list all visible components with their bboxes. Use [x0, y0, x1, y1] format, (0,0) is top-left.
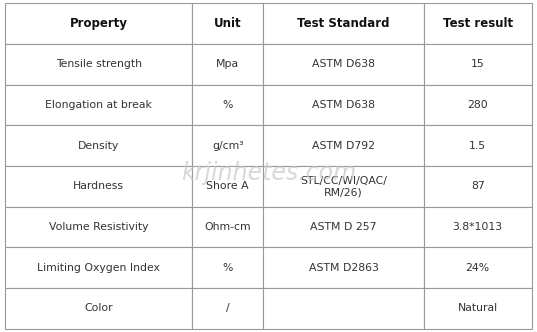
- Bar: [263, 3, 424, 44]
- Text: 24%: 24%: [466, 263, 490, 273]
- Bar: [424, 3, 532, 44]
- Bar: [192, 247, 263, 288]
- Text: Color: Color: [84, 303, 113, 313]
- Text: ASTM D638: ASTM D638: [312, 100, 375, 110]
- Text: krjinhetes.com: krjinhetes.com: [181, 161, 356, 185]
- Bar: [5, 85, 192, 125]
- Bar: [5, 44, 192, 85]
- Text: 15: 15: [471, 59, 484, 69]
- Bar: [5, 247, 192, 288]
- Text: ASTM D 257: ASTM D 257: [310, 222, 377, 232]
- Bar: [263, 125, 424, 166]
- Bar: [5, 3, 192, 44]
- Bar: [5, 166, 192, 207]
- Text: 280: 280: [467, 100, 488, 110]
- Bar: [263, 288, 424, 329]
- Bar: [263, 166, 424, 207]
- Text: Test Standard: Test Standard: [297, 17, 390, 30]
- Text: g/cm³: g/cm³: [212, 141, 243, 151]
- Text: %: %: [222, 100, 233, 110]
- Text: Shore A: Shore A: [206, 181, 249, 191]
- Bar: [5, 288, 192, 329]
- Text: STL/CC/WI/QAC/
RM/26): STL/CC/WI/QAC/ RM/26): [300, 176, 387, 197]
- Text: Natural: Natural: [458, 303, 498, 313]
- Text: /: /: [226, 303, 229, 313]
- Text: Unit: Unit: [214, 17, 242, 30]
- Bar: [424, 85, 532, 125]
- Bar: [424, 207, 532, 247]
- Text: ASTM D792: ASTM D792: [312, 141, 375, 151]
- Text: 87: 87: [471, 181, 484, 191]
- Bar: [192, 288, 263, 329]
- Bar: [5, 125, 192, 166]
- Text: Ohm-cm: Ohm-cm: [205, 222, 251, 232]
- Text: Elongation at break: Elongation at break: [45, 100, 152, 110]
- Text: %: %: [222, 263, 233, 273]
- Text: ASTM D638: ASTM D638: [312, 59, 375, 69]
- Bar: [263, 247, 424, 288]
- Text: ASTM D2863: ASTM D2863: [309, 263, 379, 273]
- Text: Tensile strength: Tensile strength: [56, 59, 142, 69]
- Bar: [424, 288, 532, 329]
- Text: 1.5: 1.5: [469, 141, 486, 151]
- Bar: [192, 207, 263, 247]
- Bar: [192, 44, 263, 85]
- Bar: [263, 85, 424, 125]
- Bar: [192, 125, 263, 166]
- Text: Mpa: Mpa: [216, 59, 240, 69]
- Bar: [192, 85, 263, 125]
- Bar: [424, 166, 532, 207]
- Text: Property: Property: [70, 17, 128, 30]
- Text: Limiting Oxygen Index: Limiting Oxygen Index: [38, 263, 160, 273]
- Text: Hardness: Hardness: [73, 181, 124, 191]
- Bar: [424, 247, 532, 288]
- Text: Volume Resistivity: Volume Resistivity: [49, 222, 149, 232]
- Text: 3.8*1013: 3.8*1013: [453, 222, 503, 232]
- Bar: [424, 44, 532, 85]
- Text: Test result: Test result: [442, 17, 513, 30]
- Bar: [192, 166, 263, 207]
- Bar: [263, 44, 424, 85]
- Bar: [192, 3, 263, 44]
- Bar: [263, 207, 424, 247]
- Text: Density: Density: [78, 141, 119, 151]
- Bar: [5, 207, 192, 247]
- Bar: [424, 125, 532, 166]
